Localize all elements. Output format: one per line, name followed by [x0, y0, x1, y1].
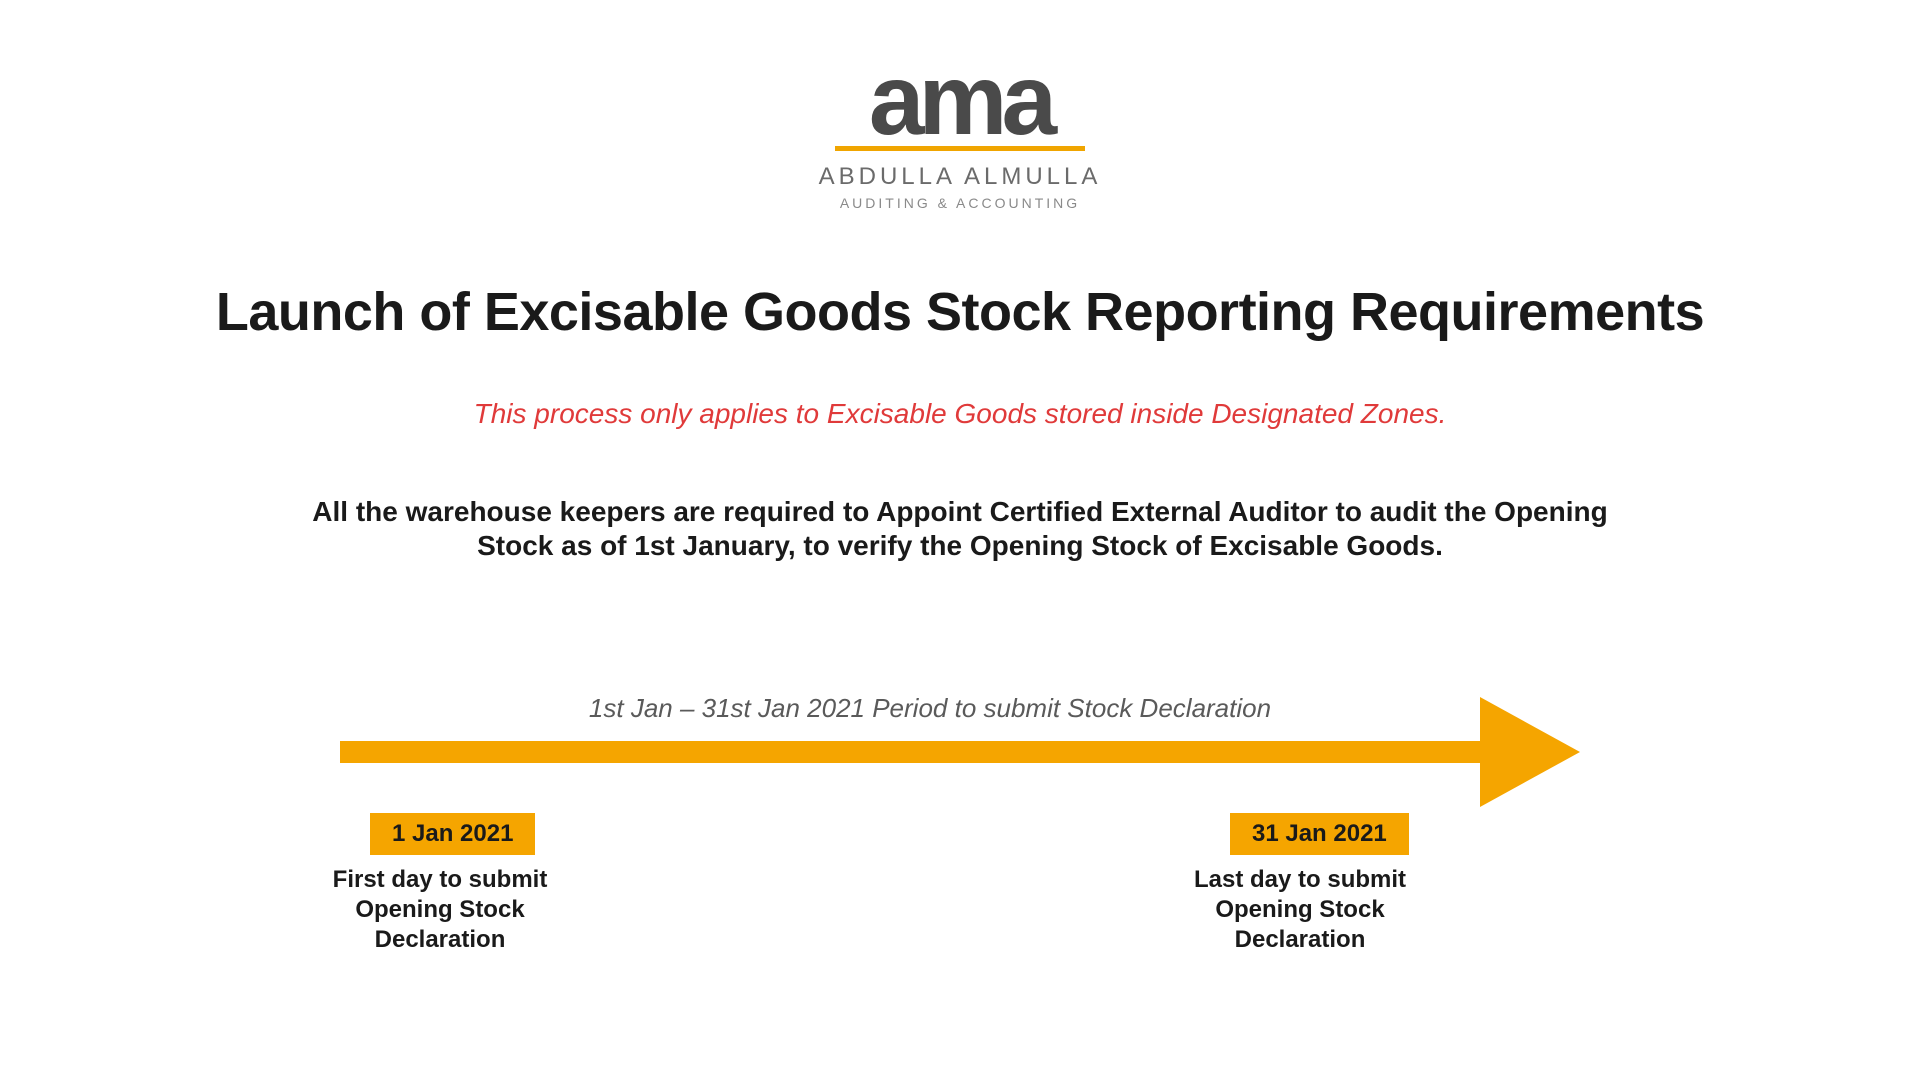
timeline-end-date-badge: 31 Jan 2021 — [1230, 813, 1409, 855]
timeline-arrow-head-icon — [1480, 697, 1580, 807]
timeline-end-label: Last day to submit Opening Stock Declara… — [1150, 865, 1450, 955]
timeline: 1st Jan – 31st Jan 2021 Period to submit… — [340, 693, 1580, 1013]
body-text: All the warehouse keepers are required t… — [310, 495, 1610, 563]
timeline-start-date-badge: 1 Jan 2021 — [370, 813, 535, 855]
page-subtitle: This process only applies to Excisable G… — [0, 398, 1920, 430]
logo-tagline: AUDITING & ACCOUNTING — [0, 195, 1920, 211]
slide: ama ABDULLA ALMULLA AUDITING & ACCOUNTIN… — [0, 0, 1920, 1080]
logo-wordmark: ama — [0, 60, 1920, 140]
timeline-arrow-shaft — [340, 741, 1480, 763]
timeline-start-label: First day to submit Opening Stock Declar… — [290, 865, 590, 955]
logo-company-name: ABDULLA ALMULLA — [0, 163, 1920, 191]
logo-block: ama ABDULLA ALMULLA AUDITING & ACCOUNTIN… — [0, 60, 1920, 211]
timeline-period-label: 1st Jan – 31st Jan 2021 Period to submit… — [340, 693, 1520, 724]
page-title: Launch of Excisable Goods Stock Reportin… — [0, 281, 1920, 343]
